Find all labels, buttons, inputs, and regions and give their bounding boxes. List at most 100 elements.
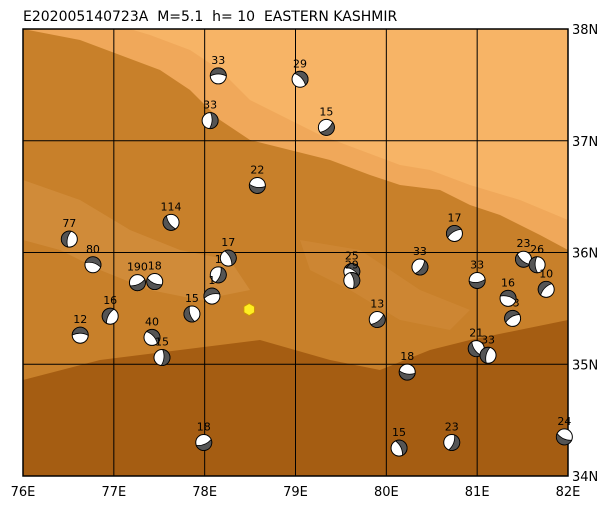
focal-mechanism (368, 311, 386, 329)
depth-label: 13 (370, 298, 384, 311)
depth-label: 33 (211, 54, 225, 67)
focal-mechanism (84, 256, 102, 274)
beachball-compression (446, 225, 462, 239)
depth-label: 16 (501, 276, 515, 289)
depth-label: 23 (445, 420, 459, 433)
lat-tick-label: 34N (572, 470, 598, 485)
depth-label: 15 (392, 426, 406, 439)
beachball-compression (370, 313, 386, 328)
beachball-compression (195, 438, 213, 451)
depth-label: 190 (127, 261, 148, 274)
beachball-compression (183, 305, 196, 323)
beachball-compression (162, 215, 177, 231)
depth-label: 17 (221, 236, 235, 249)
depth-label: 1 (215, 253, 222, 266)
depth-label: 24 (557, 415, 571, 428)
beachball-compression (208, 112, 219, 130)
depth-label: 18 (148, 260, 162, 273)
focal-mechanism (317, 118, 335, 136)
depth-label: 23 (516, 237, 530, 250)
depth-label: 15 (319, 105, 333, 118)
focal-mechanism (445, 225, 463, 243)
beachball-compression (160, 349, 171, 366)
beachball-compression (84, 256, 102, 268)
depth-label: 33 (413, 245, 427, 258)
focal-mechanism (195, 433, 213, 451)
beachball-compression (71, 326, 89, 336)
beachball-compression (214, 266, 227, 284)
depth-label: 18 (400, 350, 414, 363)
depth-label: 16 (103, 294, 117, 307)
focal-mechanism (203, 287, 221, 305)
depth-label: 40 (145, 315, 159, 328)
beachball-compression (499, 290, 517, 302)
beachball-compression (479, 346, 491, 364)
focal-mechanism (128, 274, 146, 292)
depth-label: 15 (185, 292, 199, 305)
lon-tick-label: 78E (192, 485, 217, 500)
focal-mechanism (209, 266, 227, 284)
focal-mechanism (555, 428, 573, 446)
focal-mechanism (162, 213, 180, 231)
depth-label: 33 (481, 333, 495, 346)
focal-mechanism (201, 112, 219, 130)
depth-label: 17 (447, 212, 461, 225)
focal-mechanism (248, 176, 266, 194)
focal-mechanism (411, 258, 429, 276)
epicenter (243, 303, 255, 316)
map-title: E202005140723A M=5.1 h= 10 EASTERN KASHM… (23, 9, 397, 25)
focal-mechanism (537, 280, 555, 298)
beachball-compression (129, 278, 146, 292)
focal-mechanism (514, 250, 532, 268)
lon-tick-label: 80E (374, 485, 399, 500)
depth-label: 80 (86, 243, 100, 256)
focal-mechanism (343, 271, 361, 289)
focal-mechanism (146, 273, 164, 291)
lon-tick-label: 76E (11, 485, 36, 500)
depth-label: 18 (197, 420, 211, 433)
depth-label: 29 (293, 57, 307, 70)
lat-tick-label: 37N (572, 135, 598, 150)
focal-mechanism (291, 70, 309, 88)
beachball-compression (468, 278, 486, 289)
depth-label: 22 (250, 163, 264, 176)
depth-label: 12 (73, 313, 87, 326)
depth-label: 77 (62, 217, 76, 230)
focal-mechanism (143, 328, 161, 346)
beachball-compression (249, 183, 266, 194)
focal-mechanism (71, 326, 89, 344)
depth-label: 33 (470, 258, 484, 271)
lat-tick-label: 35N (572, 358, 598, 373)
beachball-compression (101, 307, 115, 324)
focal-mechanism (390, 439, 408, 457)
depth-label: 1 (208, 274, 215, 287)
focal-mechanism (468, 271, 486, 289)
lat-tick-label: 38N (572, 23, 598, 38)
focal-mechanism (153, 349, 171, 367)
lon-tick-label: 79E (283, 485, 308, 500)
depth-label: 29 (345, 258, 359, 271)
beachball-compression (209, 67, 227, 77)
beachball-compression (414, 259, 429, 276)
focal-mechanism (504, 309, 522, 327)
depth-label: 26 (530, 243, 544, 256)
lon-tick-label: 77E (101, 485, 126, 500)
beachball-compression (60, 230, 72, 248)
beachball-compression (394, 439, 408, 456)
beachball-compression (448, 434, 461, 451)
lon-tick-label: 82E (556, 485, 581, 500)
beachball-compression (146, 277, 163, 290)
beachball-compression (349, 272, 361, 289)
lon-tick-label: 81E (465, 485, 490, 500)
beachball-compression (203, 287, 221, 299)
beachball-compression (556, 432, 573, 446)
depth-label: 114 (161, 200, 182, 213)
focal-mechanism (479, 346, 497, 364)
beachball-compression (293, 70, 309, 86)
focal-mechanism (183, 305, 201, 323)
depth-label: 10 (539, 267, 553, 280)
depth-label: 15 (155, 336, 169, 349)
beachball-compression (344, 263, 361, 277)
focal-mechanism (60, 230, 78, 248)
